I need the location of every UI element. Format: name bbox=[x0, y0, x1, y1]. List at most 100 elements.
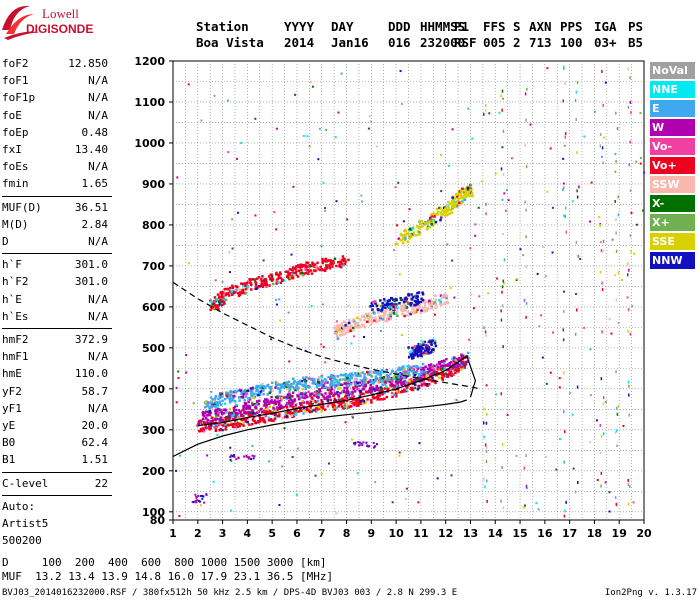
echo-point bbox=[371, 396, 375, 399]
echo-point bbox=[404, 233, 408, 236]
echo-point bbox=[356, 383, 359, 387]
echo-point bbox=[408, 227, 412, 231]
echo-point bbox=[201, 411, 205, 415]
echo-point bbox=[327, 375, 330, 379]
noise-point bbox=[192, 402, 195, 405]
param-value: 58.7 bbox=[81, 384, 109, 398]
noise-point bbox=[616, 127, 619, 131]
echo-point bbox=[461, 187, 464, 190]
echo-point bbox=[318, 388, 321, 391]
noise-point bbox=[552, 206, 555, 209]
echo-point bbox=[242, 418, 246, 421]
echo-point bbox=[260, 386, 263, 390]
noise-point bbox=[275, 228, 278, 231]
echo-point bbox=[289, 398, 292, 401]
echo-point bbox=[412, 309, 416, 312]
echo-point bbox=[407, 381, 411, 384]
echo-point bbox=[251, 277, 255, 281]
echo-point bbox=[270, 275, 274, 278]
version-label: Ion2Png v. 1.3.17 bbox=[604, 588, 697, 598]
echo-point bbox=[297, 269, 301, 273]
echo-point bbox=[260, 416, 263, 420]
echo-point bbox=[312, 382, 316, 385]
echo-point bbox=[277, 274, 281, 278]
noise-point bbox=[563, 410, 565, 414]
echo-point bbox=[291, 266, 295, 269]
echo-point bbox=[209, 411, 212, 415]
echo-point bbox=[225, 287, 228, 291]
echo-point bbox=[419, 219, 422, 223]
echo-point bbox=[316, 399, 320, 403]
noise-point bbox=[574, 332, 577, 336]
echo-point bbox=[347, 395, 350, 398]
noise-point bbox=[599, 144, 602, 148]
param-label: fxI bbox=[2, 143, 22, 156]
echo-point bbox=[321, 379, 325, 383]
echo-point bbox=[455, 200, 458, 204]
noise-point bbox=[340, 72, 343, 75]
echo-point bbox=[421, 298, 425, 302]
echo-point bbox=[209, 424, 213, 427]
echo-point bbox=[192, 501, 195, 504]
noise-point bbox=[563, 66, 565, 70]
noise-point bbox=[575, 90, 578, 94]
echo-point bbox=[229, 423, 233, 427]
echo-point bbox=[429, 216, 432, 220]
noise-point bbox=[206, 454, 209, 457]
echo-point bbox=[340, 405, 344, 408]
noise-point bbox=[630, 249, 632, 253]
echo-point bbox=[308, 385, 311, 389]
echo-point bbox=[405, 299, 408, 302]
noise-point bbox=[335, 512, 338, 515]
echo-point bbox=[458, 190, 462, 193]
echo-point bbox=[195, 501, 198, 504]
echo-point bbox=[456, 203, 460, 207]
muf-row: MUF 13.2 13.4 13.9 14.8 16.0 17.9 23.1 3… bbox=[2, 570, 334, 583]
lowell-digisonde-logo: Lowell DIGISONDE bbox=[2, 5, 93, 40]
echo-point bbox=[274, 410, 277, 413]
echo-point bbox=[338, 264, 341, 267]
echo-point bbox=[391, 310, 394, 314]
echo-point bbox=[287, 390, 291, 394]
echo-point bbox=[373, 300, 377, 303]
x-tick-label: 9 bbox=[367, 527, 375, 540]
echo-point bbox=[199, 427, 203, 431]
echo-point bbox=[399, 375, 403, 378]
echo-point bbox=[451, 372, 455, 376]
echo-point bbox=[383, 387, 387, 390]
echo-point bbox=[388, 302, 391, 306]
echo-point bbox=[251, 422, 254, 426]
echo-point bbox=[461, 356, 465, 360]
noise-point bbox=[544, 455, 547, 458]
noise-point bbox=[494, 393, 497, 396]
echo-point bbox=[343, 405, 347, 408]
echo-point bbox=[239, 411, 242, 415]
echo-point bbox=[274, 414, 278, 418]
echo-point bbox=[326, 259, 330, 262]
echo-point bbox=[286, 384, 290, 388]
noise-point bbox=[290, 253, 293, 256]
echo-point bbox=[447, 206, 450, 209]
noise-point bbox=[304, 349, 307, 352]
echo-point bbox=[449, 368, 453, 371]
noise-point bbox=[563, 144, 566, 147]
echo-point bbox=[425, 344, 428, 347]
echo-point bbox=[326, 395, 329, 399]
noise-point bbox=[294, 93, 297, 96]
noise-point bbox=[614, 170, 617, 173]
noise-point bbox=[604, 401, 607, 404]
echo-point bbox=[446, 373, 449, 376]
param-row: h`E N/A bbox=[2, 292, 108, 308]
echo-point bbox=[326, 405, 330, 408]
header-label: PPS bbox=[560, 19, 583, 34]
echo-point bbox=[247, 400, 250, 404]
echo-point bbox=[387, 305, 391, 308]
noise-point bbox=[558, 386, 561, 389]
noise-point bbox=[635, 223, 638, 226]
echo-point bbox=[293, 387, 296, 390]
noise-point bbox=[227, 99, 230, 102]
echo-point bbox=[228, 397, 231, 400]
echo-point bbox=[397, 237, 401, 240]
echo-point bbox=[329, 383, 332, 387]
echo-point bbox=[298, 382, 302, 386]
